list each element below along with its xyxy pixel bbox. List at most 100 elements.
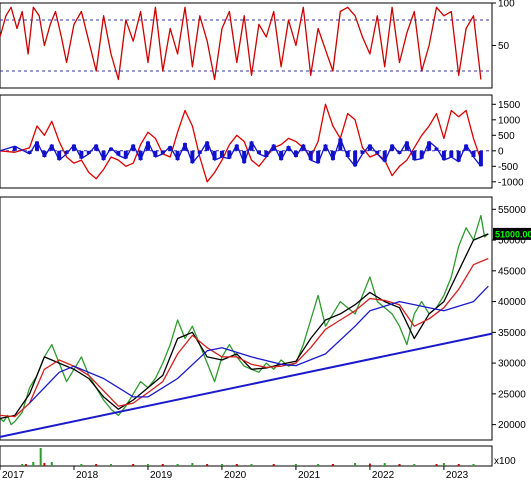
macd-histogram-bar-3 — [34, 141, 39, 151]
macd-histogram-bar-5 — [49, 144, 54, 151]
macd-histogram-bar-23 — [182, 143, 187, 151]
macd-series-line-1 — [0, 137, 482, 167]
macd-frame — [0, 94, 493, 189]
macd-histogram-bar-46 — [353, 150, 358, 167]
macd-histogram-bar-9 — [79, 150, 84, 159]
volume-bar-1-8 — [331, 464, 334, 466]
macd-histogram-bar-42 — [323, 144, 328, 151]
macd-ytick-label-3: 0 — [498, 146, 504, 157]
macd-histogram-bar-21 — [168, 146, 173, 151]
volume-bar-0-11 — [294, 464, 297, 466]
price-ytick-label-5: 30000 — [498, 359, 526, 370]
volume-bar-0-10 — [250, 464, 253, 466]
price-ytick-label-4: 35000 — [498, 328, 526, 339]
volume-bar-0-0 — [21, 464, 24, 466]
x-tick-label-6: 2023 — [446, 470, 469, 480]
macd-histogram-bar-8 — [71, 144, 76, 151]
x-tick-label-5: 2022 — [372, 470, 395, 480]
volume-bar-0-3 — [50, 462, 53, 466]
macd-histogram-bar-20 — [160, 150, 165, 154]
macd-histogram-bar-15 — [123, 150, 128, 159]
macd-histogram-bar-19 — [153, 150, 158, 157]
macd-histogram-bar-7 — [64, 150, 69, 154]
macd-histogram-bar-59 — [449, 150, 454, 157]
macd-histogram-bar-48 — [367, 144, 372, 151]
macd-histogram-bar-35 — [271, 144, 276, 151]
macd-histogram-bar-10 — [86, 150, 91, 154]
price-ytick-label-7: 20000 — [498, 420, 526, 431]
volume-bar-0-4 — [80, 464, 83, 466]
macd-ytick-label-4: -500 — [498, 162, 518, 173]
macd-histogram-bar-12 — [101, 150, 106, 161]
macd-histogram-bar-25 — [197, 150, 202, 154]
macd-histogram-bar-49 — [375, 150, 380, 154]
macd-histogram-bar-27 — [212, 150, 217, 161]
volume-bar-0-13 — [354, 463, 357, 466]
macd-ytick-label-2: 500 — [498, 131, 515, 142]
macd-histogram-bar-58 — [441, 150, 446, 161]
macd-histogram-bar-60 — [456, 150, 461, 162]
macd-histogram-bar-14 — [116, 150, 121, 156]
x-tick-label-2: 2019 — [150, 470, 173, 480]
volume-bar-1-0 — [24, 464, 27, 466]
macd-ytick-label-0: 1500 — [498, 100, 521, 111]
macd-histogram-bar-17 — [138, 150, 143, 161]
oscillator-ytick-label-1: 50 — [498, 41, 510, 52]
x-tick-label-3: 2020 — [224, 470, 247, 480]
macd-histogram-bar-31 — [242, 150, 247, 164]
price-series-line-1 — [0, 233, 489, 420]
volume-bar-0-5 — [109, 464, 112, 466]
volume-axis-label: x100 — [494, 456, 516, 467]
macd-histogram-bar-40 — [308, 150, 313, 161]
volume-frame — [0, 445, 493, 467]
macd-histogram-bar-50 — [382, 150, 387, 162]
macd-histogram-bar-6 — [57, 150, 62, 161]
macd-histogram-bar-61 — [464, 144, 469, 151]
macd-histogram-bar-1 — [12, 146, 17, 151]
price-series-line-4 — [0, 332, 493, 438]
volume-bar-0-6 — [146, 464, 149, 466]
macd-histogram-bar-33 — [256, 150, 261, 154]
macd-ytick-label-1: 1000 — [498, 115, 521, 126]
volume-bar-0-9 — [220, 464, 223, 466]
price-ytick-label-3: 40000 — [498, 297, 526, 308]
price-ytick-label-2: 45000 — [498, 266, 526, 277]
last-price-tag-label: 51000.00 — [495, 229, 531, 239]
macd-histogram-bar-43 — [330, 150, 335, 161]
volume-bar-1-2 — [95, 464, 98, 466]
macd-histogram-bar-13 — [108, 147, 113, 151]
volume-bar-0-2 — [39, 448, 42, 466]
macd-histogram-bar-26 — [205, 141, 210, 151]
price-ytick-label-0: 55000 — [498, 205, 526, 216]
macd-histogram-bar-63 — [478, 150, 483, 167]
macd-histogram-bar-54 — [412, 150, 417, 161]
macd-histogram-bar-30 — [234, 144, 239, 151]
macd-histogram-bar-51 — [390, 144, 395, 151]
macd-histogram-bar-62 — [471, 150, 476, 157]
volume-bar-1-6 — [235, 464, 238, 466]
macd-histogram-bar-28 — [219, 150, 224, 157]
oscillator-series-line-0 — [0, 6, 482, 81]
price-frame — [0, 196, 493, 441]
oscillator-ytick-label-0: 100 — [498, 0, 515, 10]
volume-bar-1-10 — [398, 464, 401, 466]
macd-histogram-bar-29 — [227, 150, 232, 159]
volume-bar-1-4 — [161, 464, 164, 466]
macd-histogram-bar-56 — [427, 141, 432, 151]
macd-histogram-bar-11 — [94, 144, 99, 151]
volume-bar-0-16 — [442, 463, 445, 466]
macd-histogram-bar-22 — [175, 150, 180, 161]
x-tick-label-1: 2018 — [76, 470, 99, 480]
macd-histogram-bar-4 — [42, 150, 47, 157]
x-tick-label-0: 2017 — [2, 470, 25, 480]
macd-histogram-bar-32 — [249, 141, 254, 151]
macd-histogram-bar-53 — [404, 141, 409, 151]
volume-bar-0-8 — [191, 463, 194, 466]
volume-bar-0-14 — [383, 463, 386, 466]
macd-histogram-bar-2 — [27, 150, 32, 154]
macd-ytick-label-5: -1000 — [498, 177, 524, 188]
volume-bar-1-1 — [43, 463, 46, 466]
macd-histogram-bar-55 — [419, 150, 424, 159]
